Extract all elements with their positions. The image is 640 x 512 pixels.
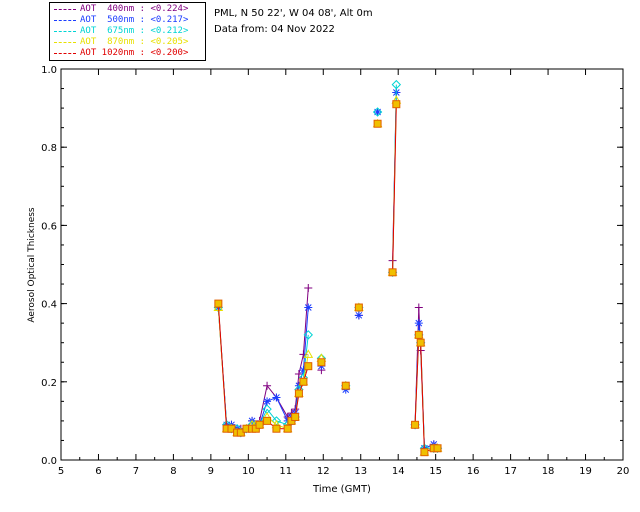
y-tick-label: 0.6: [41, 221, 57, 232]
y-tick-label: 0.0: [41, 456, 57, 467]
data-point: [304, 283, 313, 292]
y-tick-label: 0.8: [41, 143, 57, 154]
legend-item-675nm: AOT 675nm : <0.212>: [50, 26, 205, 37]
legend-label: AOT 675nm : <0.212>: [80, 26, 189, 36]
legend-label: AOT 1020nm : <0.200>: [80, 48, 189, 58]
x-tick-label: 14: [392, 466, 405, 477]
data-point: [317, 358, 326, 367]
data-point: [263, 397, 272, 406]
series-aot-400nm: [214, 88, 442, 453]
x-tick-label: 8: [170, 466, 176, 477]
series-line-segment: [302, 287, 309, 355]
data-point: [255, 420, 264, 429]
axis-ticks: 5 6 7 8 9 10 11 12 13 14 15 16 17 18 19 20 0.0 0.2 0.4 0.6 0…: [41, 65, 629, 477]
legend-item-1020nm: AOT 1020nm : <0.200>: [50, 48, 205, 59]
data-point: [392, 100, 401, 109]
x-tick-label: 10: [242, 466, 255, 477]
data-point: [391, 79, 402, 90]
data-point: [303, 330, 313, 340]
x-tick-label: 15: [429, 466, 442, 477]
series-layer: [213, 79, 443, 457]
x-tick-label: 6: [95, 466, 101, 477]
series-line-segment: [298, 354, 304, 375]
series-aot-870nm: [213, 95, 443, 456]
location-text: PML, N 50 22', W 04 08', Alt 0m: [214, 8, 373, 19]
legend: AOT 400nm : <0.224> AOT 500nm : <0.217> …: [49, 2, 206, 61]
series-line-segment: [302, 334, 309, 378]
legend-swatch: [54, 42, 76, 43]
x-axis-label: Time (GMT): [312, 484, 371, 495]
data-point: [283, 424, 292, 433]
data-point: [214, 299, 223, 308]
data-point: [354, 303, 363, 312]
series-line-segment: [414, 334, 420, 425]
data-point: [414, 303, 423, 312]
series-line-segment: [217, 303, 228, 429]
series-line-segment: [259, 385, 268, 422]
date-text: Data from: 04 Nov 2022: [214, 24, 335, 35]
data-point: [263, 416, 272, 425]
data-point: [272, 393, 281, 402]
data-point: [294, 389, 303, 398]
data-point: [341, 381, 350, 390]
series-line-segment: [275, 397, 289, 422]
legend-item-500nm: AOT 500nm : <0.217>: [50, 15, 205, 26]
series-aot-1020nm: [214, 100, 442, 457]
y-tick-label: 0.4: [41, 300, 57, 311]
series-line-segment: [276, 420, 288, 426]
x-tick-label: 12: [317, 466, 330, 477]
series-line-segment: [392, 104, 397, 273]
x-tick-label: 16: [467, 466, 480, 477]
data-point: [299, 377, 308, 386]
data-point: [414, 319, 423, 328]
series-aot-500nm: [214, 88, 442, 453]
data-point: [299, 366, 308, 375]
plot-frame: [60, 68, 624, 461]
legend-label: AOT 500nm : <0.217>: [80, 15, 189, 25]
data-point: [294, 369, 303, 378]
data-point: [304, 303, 313, 312]
data-point: [411, 420, 420, 429]
data-point: [373, 119, 382, 128]
x-tick-label: 13: [354, 466, 367, 477]
x-tick-label: 5: [58, 466, 64, 477]
x-tick-label: 11: [279, 466, 292, 477]
legend-swatch: [54, 20, 76, 21]
x-tick-label: 17: [504, 466, 517, 477]
data-point: [291, 412, 300, 421]
legend-item-400nm: AOT 400nm : <0.224>: [50, 4, 205, 15]
data-point: [304, 362, 313, 371]
data-point: [303, 349, 314, 358]
x-tick-label: 9: [208, 466, 214, 477]
series-line-segment: [266, 396, 277, 402]
legend-label: AOT 400nm : <0.224>: [80, 4, 189, 14]
data-point: [354, 311, 363, 320]
data-point: [420, 448, 429, 457]
legend-swatch: [54, 31, 76, 32]
x-tick-label: 18: [542, 466, 555, 477]
y-tick-label: 1.0: [41, 65, 57, 76]
data-point: [388, 268, 397, 277]
series-line-segment: [302, 307, 309, 371]
y-axis-label: Aerosol Optical Thickness: [27, 207, 37, 323]
x-tick-label: 19: [579, 466, 592, 477]
data-point: [414, 330, 423, 339]
legend-item-870nm: AOT 870nm : <0.205>: [50, 37, 205, 48]
data-point: [272, 424, 281, 433]
legend-label: AOT 870nm : <0.205>: [80, 37, 189, 47]
legend-swatch: [54, 9, 76, 10]
data-point: [373, 108, 382, 117]
legend-swatch: [54, 53, 76, 54]
x-tick-label: 20: [617, 466, 630, 477]
y-tick-label: 0.2: [41, 378, 57, 389]
series-line-segment: [420, 342, 425, 453]
data-point: [416, 338, 425, 347]
data-point: [372, 107, 383, 117]
series-aot-675nm: [213, 79, 443, 453]
x-tick-label: 7: [133, 466, 139, 477]
data-point: [433, 444, 442, 453]
data-point: [263, 381, 272, 390]
